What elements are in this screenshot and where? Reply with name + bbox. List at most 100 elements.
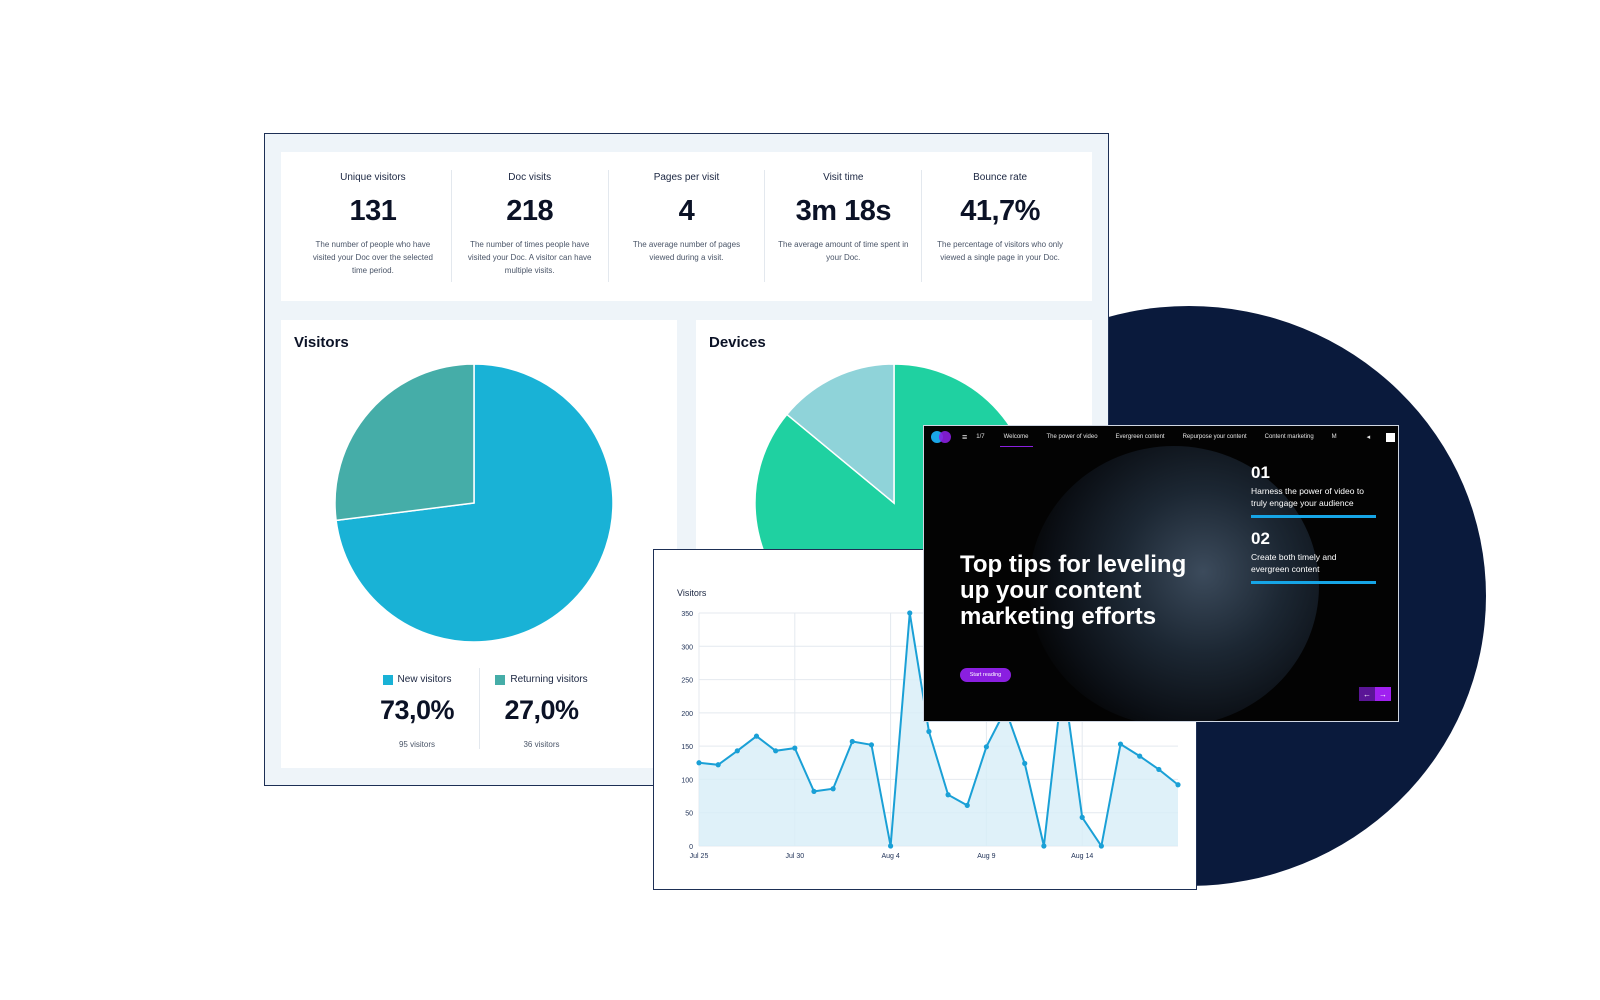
tab-more[interactable]: M bbox=[1331, 434, 1337, 440]
data-point bbox=[1098, 843, 1104, 849]
legend-key: New visitors bbox=[355, 674, 479, 685]
tip-01[interactable]: 01 Harness the power of video to truly e… bbox=[1251, 463, 1377, 518]
stat-label: Bounce rate bbox=[973, 172, 1028, 183]
presentation-topbar: ≡ 1/7 Welcome The power of video Evergre… bbox=[924, 426, 1398, 448]
stat-bounce-rate: Bounce rate 41,7% The percentage of visi… bbox=[922, 170, 1078, 282]
stat-doc-visits: Doc visits 218 The number of times peopl… bbox=[452, 170, 609, 282]
menu-icon[interactable]: ≡ bbox=[962, 432, 968, 442]
x-tick-label: Jul 30 bbox=[785, 853, 804, 860]
legend-key: Returning visitors bbox=[480, 674, 603, 685]
legend-label: Returning visitors bbox=[510, 674, 588, 685]
stat-value: 131 bbox=[349, 195, 397, 227]
data-point bbox=[1137, 753, 1143, 759]
tip-number: 02 bbox=[1251, 529, 1270, 548]
data-point bbox=[830, 786, 836, 792]
stat-label: Doc visits bbox=[508, 172, 552, 183]
fullscreen-icon[interactable] bbox=[1386, 432, 1396, 442]
y-tick-label: 300 bbox=[681, 644, 693, 651]
legend-returning-visitors: Returning visitors 27,0% 36 visitors bbox=[479, 668, 603, 749]
data-point bbox=[753, 733, 760, 739]
y-tick-label: 250 bbox=[681, 678, 693, 685]
stat-label: Unique visitors bbox=[340, 172, 406, 183]
y-tick-label: 50 bbox=[685, 811, 693, 818]
data-point bbox=[792, 745, 798, 751]
tip-text: Harness the power of video to truly enga… bbox=[1251, 486, 1364, 508]
data-point bbox=[983, 744, 989, 750]
stat-unique-visitors: Unique visitors 131 The number of people… bbox=[295, 170, 452, 282]
x-tick-label: Aug 9 bbox=[977, 853, 995, 860]
data-point bbox=[945, 792, 951, 798]
visitors-legend: New visitors 73,0% 95 visitors Returning… bbox=[281, 668, 677, 749]
data-point bbox=[1117, 741, 1124, 747]
tab-evergreen-content[interactable]: Evergreen content bbox=[1115, 434, 1165, 440]
next-arrow-icon[interactable]: → bbox=[1375, 687, 1391, 701]
x-tick-label: Aug 4 bbox=[881, 853, 899, 860]
legend-swatch bbox=[495, 674, 506, 685]
stat-description: The percentage of visitors who only view… bbox=[937, 240, 1063, 262]
x-tick-label: Jul 25 bbox=[690, 853, 709, 860]
data-point bbox=[1156, 766, 1162, 773]
data-point bbox=[1079, 814, 1085, 820]
data-point bbox=[1175, 782, 1181, 788]
stat-value: 218 bbox=[506, 195, 554, 227]
visitors-pie-chart bbox=[334, 363, 614, 643]
y-tick-label: 0 bbox=[689, 844, 693, 851]
data-point bbox=[773, 748, 779, 754]
legend-new-visitors: New visitors 73,0% 95 visitors bbox=[355, 668, 479, 749]
stat-label: Pages per visit bbox=[653, 172, 720, 183]
data-point bbox=[696, 760, 702, 766]
series-line bbox=[698, 612, 1179, 849]
stat-description: The number of times people have visited … bbox=[467, 240, 592, 275]
stat-value: 4 bbox=[678, 195, 695, 227]
tip-progress-bar bbox=[1251, 581, 1376, 584]
y-tick-label: 150 bbox=[681, 744, 693, 751]
area-fill bbox=[699, 613, 1178, 846]
visitors-card: Visitors New visitors 73,0% 95 visitors … bbox=[281, 320, 677, 768]
stat-description: The average number of pages viewed durin… bbox=[632, 240, 741, 262]
pie-slice bbox=[334, 363, 475, 522]
pie-slice bbox=[785, 363, 895, 505]
legend-value: 27,0% bbox=[504, 695, 579, 725]
y-tick-label: 350 bbox=[681, 611, 693, 618]
legend-sub: 95 visitors bbox=[398, 740, 435, 749]
legend-swatch bbox=[382, 674, 393, 685]
data-point bbox=[907, 610, 913, 616]
data-point bbox=[734, 748, 740, 754]
logo-icon bbox=[931, 431, 951, 443]
data-point bbox=[1022, 760, 1028, 767]
legend-value: 73,0% bbox=[379, 695, 455, 725]
stat-label: Visit time bbox=[823, 172, 864, 183]
data-point bbox=[811, 788, 817, 795]
stat-value: 3m 18s bbox=[795, 195, 892, 227]
stats-row: Unique visitors 131 The number of people… bbox=[281, 152, 1092, 301]
tip-text: Create both timely and evergreen content bbox=[1251, 552, 1337, 574]
stat-description: The number of people who have visited yo… bbox=[312, 240, 433, 275]
tip-02[interactable]: 02 Create both timely and evergreen cont… bbox=[1251, 529, 1377, 584]
tip-number: 01 bbox=[1251, 463, 1270, 482]
stat-visit-time: Visit time 3m 18s The average amount of … bbox=[765, 170, 923, 282]
prev-arrow-icon[interactable]: ← bbox=[1359, 687, 1375, 701]
data-point bbox=[849, 738, 855, 745]
data-point bbox=[888, 843, 894, 849]
y-tick-label: 200 bbox=[681, 711, 693, 718]
tip-progress-bar bbox=[1251, 515, 1376, 518]
data-point bbox=[715, 762, 721, 768]
start-reading-button[interactable]: Start reading bbox=[960, 668, 1011, 682]
data-point bbox=[868, 742, 875, 748]
data-point bbox=[964, 802, 970, 808]
tab-content-marketing[interactable]: Content marketing bbox=[1264, 434, 1314, 440]
stat-value: 41,7% bbox=[960, 195, 1040, 227]
tab-power-of-video[interactable]: The power of video bbox=[1046, 434, 1098, 440]
legend-label: New visitors bbox=[397, 674, 452, 685]
x-tick-label: Aug 14 bbox=[1071, 853, 1093, 860]
data-point bbox=[926, 728, 932, 735]
line-chart-title: Visitors bbox=[677, 588, 707, 598]
volume-icon[interactable]: ◂ bbox=[1366, 434, 1371, 441]
card-title: Devices bbox=[709, 334, 766, 351]
y-tick-label: 100 bbox=[681, 777, 693, 784]
tab-welcome[interactable]: Welcome bbox=[999, 428, 1033, 447]
tab-repurpose-content[interactable]: Repurpose your content bbox=[1182, 434, 1247, 440]
page-indicator: 1/7 bbox=[976, 434, 985, 440]
stat-description: The average amount of time spent in your… bbox=[778, 240, 909, 262]
legend-sub: 36 visitors bbox=[523, 740, 560, 749]
